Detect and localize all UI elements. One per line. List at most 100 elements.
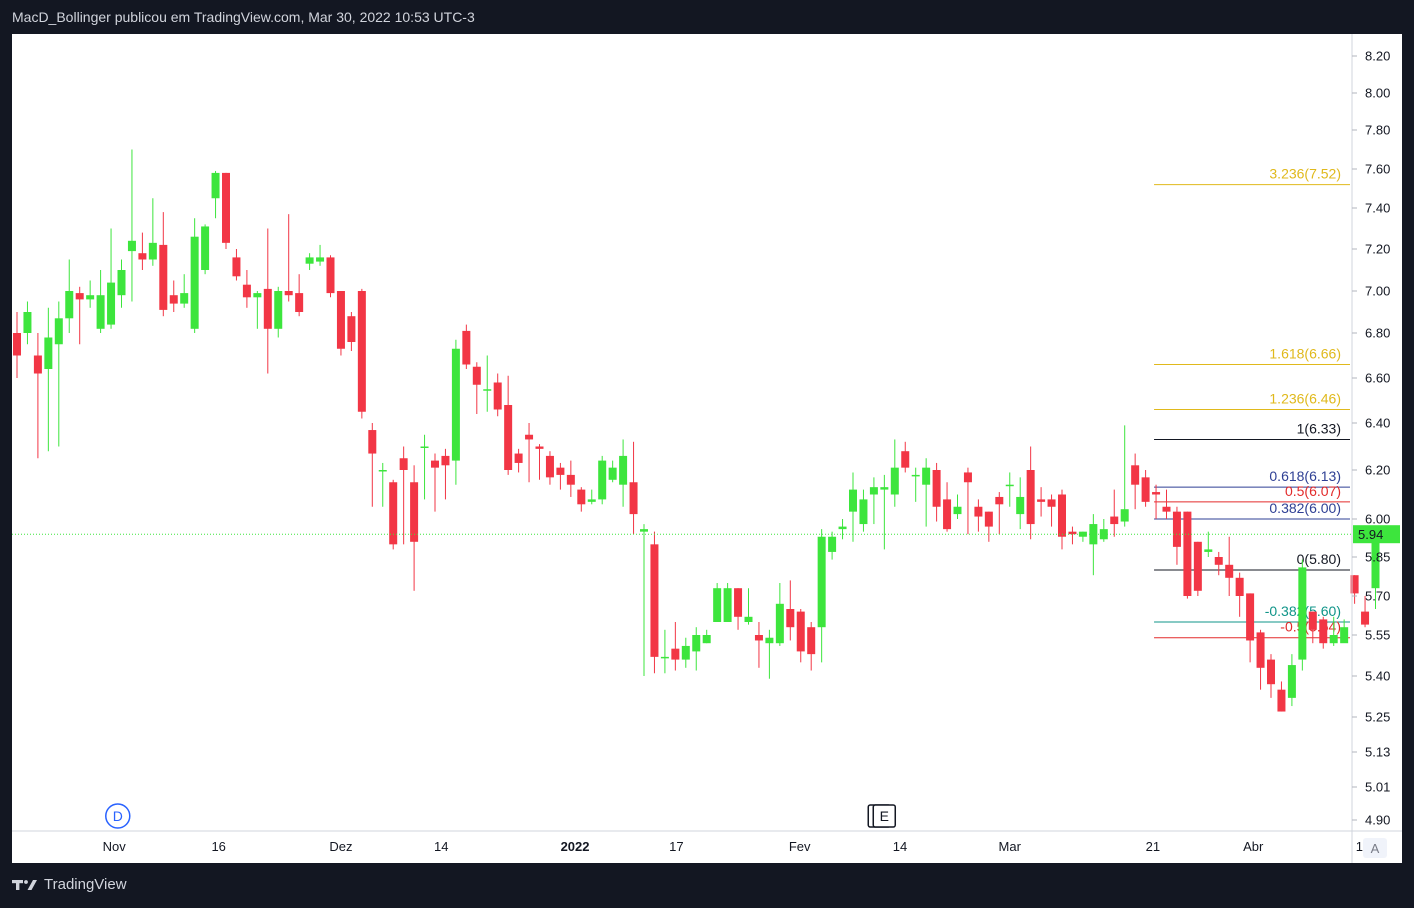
candle[interactable]	[525, 423, 534, 483]
candle[interactable]	[713, 583, 722, 622]
candle-body[interactable]	[305, 257, 314, 264]
candle-body[interactable]	[336, 291, 345, 349]
candle[interactable]	[483, 355, 492, 412]
candle[interactable]	[222, 172, 230, 249]
candle[interactable]	[629, 441, 638, 535]
candle[interactable]	[545, 451, 554, 485]
candle[interactable]	[817, 529, 826, 663]
candle-body[interactable]	[410, 482, 419, 542]
candle[interactable]	[734, 588, 743, 630]
candle-body[interactable]	[159, 244, 168, 310]
candle-body[interactable]	[263, 288, 272, 329]
candle-body[interactable]	[838, 526, 847, 530]
candle[interactable]	[493, 373, 502, 417]
candle[interactable]	[556, 462, 565, 490]
candle-body[interactable]	[274, 291, 283, 329]
candle[interactable]	[326, 255, 335, 298]
candle[interactable]	[943, 482, 952, 532]
candle-body[interactable]	[943, 499, 952, 530]
candle-body[interactable]	[86, 295, 95, 300]
candle-body[interactable]	[1183, 511, 1192, 596]
candle[interactable]	[399, 446, 408, 545]
candle-body[interactable]	[1089, 524, 1098, 545]
candle-body[interactable]	[483, 389, 492, 391]
candle[interactable]	[1277, 681, 1286, 712]
candle-body[interactable]	[1225, 564, 1234, 578]
candle-body[interactable]	[180, 293, 189, 304]
candle[interactable]	[431, 453, 439, 512]
candle-body[interactable]	[253, 293, 262, 298]
candle-body[interactable]	[127, 240, 136, 252]
candle[interactable]	[378, 462, 387, 507]
candle-body[interactable]	[723, 588, 732, 622]
candle-body[interactable]	[911, 474, 920, 477]
candle[interactable]	[650, 531, 659, 674]
candle[interactable]	[619, 439, 628, 507]
candle-body[interactable]	[1131, 465, 1140, 485]
candle[interactable]	[201, 224, 210, 275]
candle[interactable]	[995, 492, 1004, 535]
candle[interactable]	[974, 499, 983, 532]
candle-body[interactable]	[96, 295, 105, 329]
candle-body[interactable]	[545, 455, 554, 478]
candle[interactable]	[744, 588, 753, 625]
candle[interactable]	[190, 218, 199, 333]
candle-body[interactable]	[190, 236, 199, 329]
candle-body[interactable]	[242, 284, 251, 298]
candle-body[interactable]	[932, 470, 941, 507]
candle-body[interactable]	[389, 482, 398, 545]
candle[interactable]	[472, 362, 481, 414]
candle[interactable]	[1152, 484, 1161, 519]
candle-body[interactable]	[368, 430, 377, 454]
candle-body[interactable]	[75, 293, 84, 300]
candle[interactable]	[389, 479, 398, 550]
candle-body[interactable]	[1120, 509, 1129, 522]
candle-body[interactable]	[65, 291, 74, 319]
candle[interactable]	[96, 270, 105, 333]
candle[interactable]	[890, 439, 899, 507]
candle[interactable]	[1204, 531, 1213, 557]
candle-body[interactable]	[1058, 494, 1066, 537]
candle[interactable]	[671, 622, 680, 671]
candle[interactable]	[849, 472, 857, 542]
candle[interactable]	[598, 455, 607, 505]
candle[interactable]	[305, 253, 314, 270]
plot-area[interactable]	[12, 34, 1352, 831]
candle-body[interactable]	[431, 460, 439, 468]
candle-body[interactable]	[232, 257, 241, 277]
candle-body[interactable]	[922, 467, 931, 485]
candle-body[interactable]	[1246, 593, 1255, 641]
candle-body[interactable]	[1047, 499, 1056, 507]
candle[interactable]	[1246, 593, 1255, 663]
candle-body[interactable]	[1162, 506, 1171, 512]
candle[interactable]	[263, 228, 272, 374]
candle[interactable]	[127, 149, 136, 302]
candle-body[interactable]	[734, 588, 743, 617]
candles[interactable]	[13, 149, 1380, 712]
candle-body[interactable]	[1099, 529, 1108, 540]
candle[interactable]	[1068, 526, 1077, 545]
candle[interactable]	[880, 474, 889, 550]
candle[interactable]	[828, 531, 837, 560]
candle-body[interactable]	[629, 482, 638, 515]
candle-body[interactable]	[702, 635, 711, 644]
candle[interactable]	[1361, 596, 1370, 628]
candle[interactable]	[75, 286, 84, 345]
candle[interactable]	[1329, 616, 1338, 646]
candle[interactable]	[838, 519, 847, 540]
candle[interactable]	[1287, 654, 1296, 707]
candle[interactable]	[796, 609, 805, 663]
candle-body[interactable]	[13, 333, 21, 356]
candle[interactable]	[660, 629, 669, 674]
earnings-marker[interactable]: E	[867, 804, 897, 828]
candle-body[interactable]	[472, 366, 481, 385]
candle[interactable]	[117, 259, 126, 308]
candle-body[interactable]	[1152, 492, 1161, 495]
candle[interactable]	[316, 244, 325, 266]
candle[interactable]	[1308, 611, 1317, 644]
candle[interactable]	[1037, 487, 1046, 517]
candle[interactable]	[368, 423, 377, 507]
candle[interactable]	[23, 301, 32, 345]
candle-body[interactable]	[1308, 611, 1317, 630]
candle[interactable]	[410, 465, 419, 591]
